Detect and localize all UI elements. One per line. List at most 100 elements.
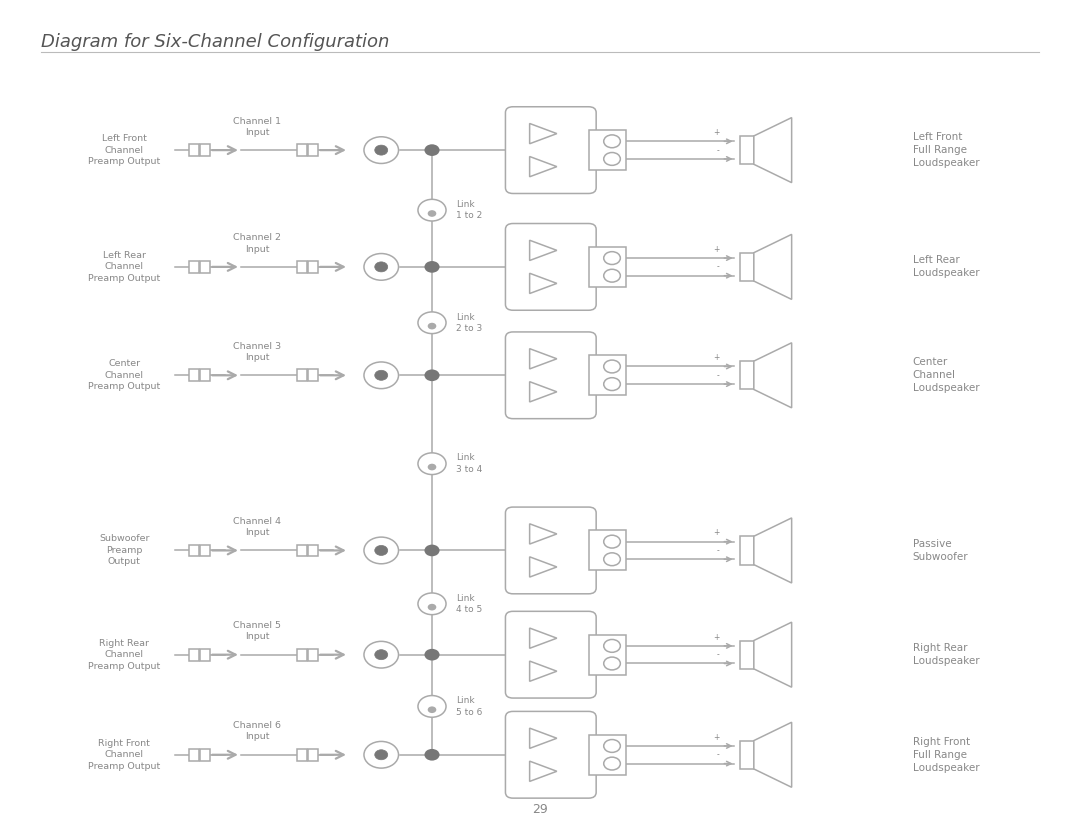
FancyBboxPatch shape bbox=[505, 611, 596, 698]
Circle shape bbox=[604, 135, 620, 148]
Circle shape bbox=[604, 757, 620, 770]
Circle shape bbox=[424, 369, 440, 381]
Circle shape bbox=[418, 453, 446, 475]
Text: CH1: CH1 bbox=[559, 146, 580, 154]
Circle shape bbox=[375, 545, 388, 555]
Text: +: + bbox=[713, 529, 719, 537]
Text: Diagram for Six-Channel Configuration: Diagram for Six-Channel Configuration bbox=[41, 33, 390, 52]
Text: +: + bbox=[713, 128, 719, 137]
Circle shape bbox=[364, 137, 399, 163]
Text: +: + bbox=[713, 733, 719, 741]
Text: -: - bbox=[592, 379, 595, 389]
Circle shape bbox=[604, 269, 620, 282]
Circle shape bbox=[604, 378, 620, 390]
Circle shape bbox=[604, 553, 620, 565]
Bar bbox=[589, 247, 626, 287]
Text: -: - bbox=[716, 546, 719, 555]
Text: Link
4 to 5: Link 4 to 5 bbox=[456, 594, 482, 614]
Circle shape bbox=[364, 537, 399, 564]
Text: Channel 3
Input: Channel 3 Input bbox=[233, 342, 281, 362]
Text: 29: 29 bbox=[532, 802, 548, 816]
Text: -: - bbox=[592, 759, 595, 768]
Bar bbox=[189, 261, 199, 273]
Circle shape bbox=[375, 750, 388, 760]
Text: Center
Channel
Preamp Output: Center Channel Preamp Output bbox=[89, 359, 160, 391]
Text: Right Rear
Channel
Preamp Output: Right Rear Channel Preamp Output bbox=[89, 639, 160, 671]
Text: -: - bbox=[592, 154, 595, 163]
Circle shape bbox=[424, 144, 440, 156]
Text: CH5: CH5 bbox=[559, 651, 580, 659]
Circle shape bbox=[604, 252, 620, 264]
Bar bbox=[189, 144, 199, 156]
Circle shape bbox=[428, 323, 436, 329]
Text: +: + bbox=[592, 137, 598, 146]
Bar bbox=[297, 261, 307, 273]
Circle shape bbox=[364, 641, 399, 668]
Circle shape bbox=[375, 145, 388, 155]
Bar bbox=[200, 749, 210, 761]
Bar bbox=[740, 253, 754, 281]
Text: -: - bbox=[716, 371, 719, 380]
Text: +: + bbox=[592, 537, 598, 546]
Text: Link
5 to 6: Link 5 to 6 bbox=[456, 696, 482, 716]
Bar bbox=[308, 749, 318, 761]
Bar bbox=[740, 536, 754, 565]
Text: +: + bbox=[713, 245, 719, 254]
Polygon shape bbox=[754, 622, 792, 687]
FancyBboxPatch shape bbox=[505, 224, 596, 310]
Bar bbox=[308, 369, 318, 381]
Bar bbox=[200, 545, 210, 556]
Bar bbox=[189, 749, 199, 761]
Bar bbox=[189, 545, 199, 556]
Text: Channel 2
Input: Channel 2 Input bbox=[233, 234, 281, 254]
Text: Channel 5
Input: Channel 5 Input bbox=[233, 621, 281, 641]
Polygon shape bbox=[754, 722, 792, 787]
Circle shape bbox=[428, 706, 436, 713]
FancyBboxPatch shape bbox=[505, 332, 596, 419]
Circle shape bbox=[418, 312, 446, 334]
Circle shape bbox=[364, 362, 399, 389]
Bar bbox=[200, 261, 210, 273]
Circle shape bbox=[418, 593, 446, 615]
Text: Link
1 to 2: Link 1 to 2 bbox=[456, 200, 482, 220]
Circle shape bbox=[604, 360, 620, 373]
Bar bbox=[740, 641, 754, 669]
Text: -: - bbox=[592, 555, 595, 564]
Text: +: + bbox=[592, 254, 598, 263]
Text: CH4: CH4 bbox=[559, 546, 580, 555]
Text: Passive
Subwoofer: Passive Subwoofer bbox=[913, 539, 969, 562]
Bar bbox=[308, 649, 318, 661]
Bar bbox=[589, 735, 626, 775]
Circle shape bbox=[604, 657, 620, 670]
Circle shape bbox=[364, 741, 399, 768]
Bar bbox=[297, 545, 307, 556]
Text: CH3: CH3 bbox=[559, 371, 580, 379]
Circle shape bbox=[604, 640, 620, 652]
Text: -: - bbox=[716, 263, 719, 272]
Bar bbox=[308, 261, 318, 273]
Bar bbox=[297, 369, 307, 381]
Bar bbox=[589, 635, 626, 675]
Circle shape bbox=[424, 545, 440, 556]
Text: Subwoofer
Preamp
Output: Subwoofer Preamp Output bbox=[99, 535, 149, 566]
Bar bbox=[200, 369, 210, 381]
FancyBboxPatch shape bbox=[505, 507, 596, 594]
Circle shape bbox=[604, 153, 620, 165]
Circle shape bbox=[375, 262, 388, 272]
Bar bbox=[308, 545, 318, 556]
Text: -: - bbox=[716, 751, 719, 760]
Text: +: + bbox=[592, 362, 598, 371]
Circle shape bbox=[424, 649, 440, 661]
Bar bbox=[297, 144, 307, 156]
Bar bbox=[200, 649, 210, 661]
Circle shape bbox=[424, 261, 440, 273]
Text: +: + bbox=[592, 641, 598, 651]
Circle shape bbox=[424, 749, 440, 761]
Bar bbox=[297, 649, 307, 661]
Text: Channel 6
Input: Channel 6 Input bbox=[233, 721, 281, 741]
Circle shape bbox=[428, 604, 436, 610]
Text: +: + bbox=[592, 741, 598, 751]
Bar bbox=[589, 355, 626, 395]
Polygon shape bbox=[754, 118, 792, 183]
Text: Left Front
Full Range
Loudspeaker: Left Front Full Range Loudspeaker bbox=[913, 133, 980, 168]
